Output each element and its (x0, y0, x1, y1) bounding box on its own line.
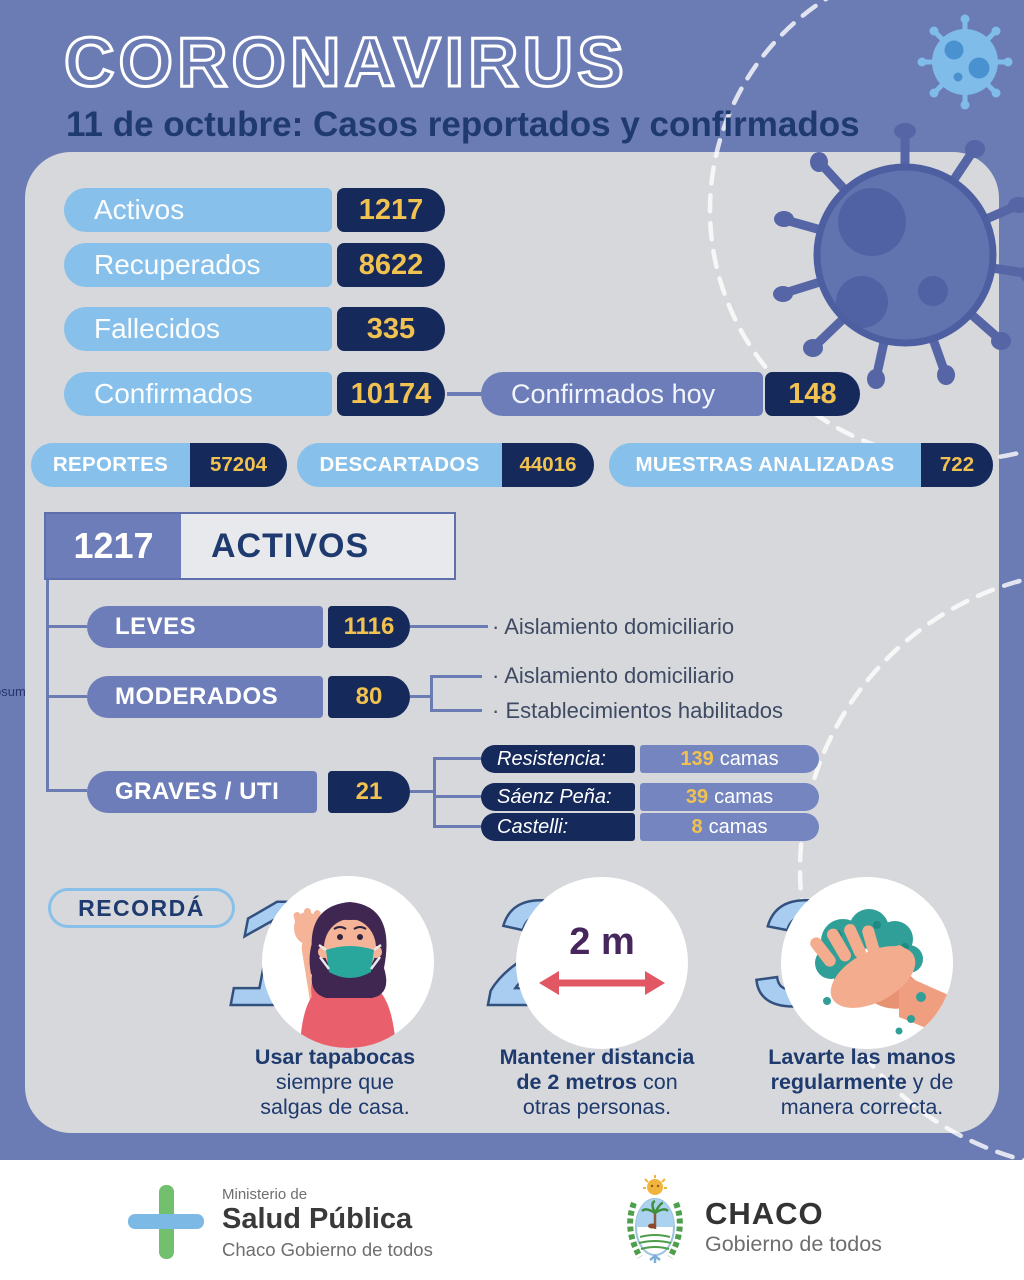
tip-2-line-2: con (637, 1070, 678, 1094)
graves-bracket (433, 758, 436, 828)
graves-bracket-1 (433, 757, 481, 760)
tip-2-line-3: otras personas. (522, 1095, 672, 1119)
distance-label: 2 m (569, 921, 635, 963)
footer: Ministerio de Salud Pública Chaco Gobier… (0, 1160, 1024, 1280)
severity-value-graves: 21 (328, 771, 410, 813)
government-name: CHACO (705, 1196, 824, 1231)
stat-value-recuperados: 8622 (337, 243, 445, 287)
connector-line (447, 392, 483, 396)
severity-label-moderados: MODERADOS (87, 676, 323, 718)
tip-3-line-2: y de (906, 1070, 954, 1094)
tip-3-line-1-bold: Lavarte las manos (768, 1045, 956, 1069)
tip-text-3: Lavarte las manos regularmente y de mane… (717, 1045, 1007, 1120)
page-title: CORONAVIRUS (63, 22, 628, 103)
camas-unit: camas (714, 785, 774, 808)
camas-row: 139 camas (640, 745, 819, 773)
moderados-bracket-top (430, 675, 482, 678)
total-reportes-label: REPORTES (52, 453, 169, 476)
health-cross-icon (128, 1185, 204, 1259)
activos-title: ACTIVOS (211, 526, 370, 565)
tip-text-2: Mantener distancia de 2 metros con otras… (452, 1045, 742, 1120)
distance-arrow-icon (539, 971, 665, 995)
camas-unit: camas (708, 815, 768, 838)
camas-place-castelli: Castelli: (481, 813, 635, 841)
total-reportes: REPORTES 57204 (31, 443, 287, 487)
page-subtitle: 11 de octubre: Casos reportados y confir… (66, 105, 860, 144)
tip-1-line-1-bold: Usar tapabocas (254, 1045, 416, 1069)
total-descartados-label: DESCARTADOS (319, 453, 480, 476)
activos-header-box: 1217 ACTIVOS (44, 512, 456, 580)
camas-place-saenz-pena: Sáenz Peña: (481, 783, 635, 811)
graves-connector (410, 790, 436, 793)
total-muestras: MUESTRAS ANALIZADAS 722 (609, 443, 993, 487)
leves-note: · Aislamiento domiciliario (492, 614, 735, 639)
camas-value-castelli: 8 (691, 815, 703, 838)
ministry-logo-text: Ministerio de Salud Pública Chaco Gobier… (222, 1186, 433, 1261)
woman-mask-icon (262, 876, 434, 1048)
washing-hands-icon (781, 877, 953, 1049)
stat-label-confirmados-hoy: Confirmados hoy (481, 372, 763, 416)
tree-branch-moderados (46, 695, 87, 698)
total-descartados: DESCARTADOS 44016 (297, 443, 594, 487)
tip-1-line-2: siempre que (275, 1070, 395, 1094)
stat-value-confirmados: 10174 (337, 372, 445, 416)
camas-row: 8 camas (640, 813, 819, 841)
severity-value-leves: 1116 (328, 606, 410, 648)
tip-2-line-1-bold: Mantener distancia (499, 1045, 695, 1069)
mask-illustration (262, 876, 434, 1048)
severity-label-leves: LEVES (87, 606, 323, 648)
distance-illustration: 2 m (516, 877, 688, 1049)
government-logo-text: CHACO Gobierno de todos (705, 1196, 882, 1257)
stat-value-activos: 1217 (337, 188, 445, 232)
camas-row: 39 camas (640, 783, 819, 811)
activos-total: 1217 (46, 514, 181, 578)
graves-bracket-3 (433, 825, 481, 828)
chaco-shield-icon (627, 1175, 683, 1263)
camas-value-saenz-pena: 39 (685, 785, 709, 808)
tree-trunk (46, 580, 49, 792)
severity-label-graves: GRAVES / UTI (87, 771, 317, 813)
ministry-line-3: Chaco Gobierno de todos (222, 1239, 433, 1260)
total-muestras-label: MUESTRAS ANALIZADAS (635, 453, 895, 476)
stat-label-confirmados: Confirmados (64, 372, 332, 416)
graves-bracket-2 (433, 795, 481, 798)
tip-text-1: Usar tapabocas siempre que salgas de cas… (190, 1045, 480, 1120)
stat-label-fallecidos: Fallecidos (64, 307, 332, 351)
stat-label-recuperados: Recuperados (64, 243, 332, 287)
moderados-note-1: · Aislamiento domiciliario (492, 663, 735, 688)
tree-branch-leves (46, 625, 87, 628)
total-muestras-value: 722 (921, 443, 993, 487)
stat-value-fallecidos: 335 (337, 307, 445, 351)
tree-branch-graves (46, 789, 87, 792)
side-watermark: osum (0, 684, 26, 699)
tip-2-line-2-bold: de 2 metros (516, 1070, 638, 1094)
ministry-line-2: Salud Pública (222, 1203, 413, 1235)
moderados-bracket (430, 675, 433, 712)
handwash-illustration (781, 877, 953, 1049)
moderados-connector (410, 695, 433, 698)
small-virus-icon (917, 14, 1013, 110)
camas-place-resistencia: Resistencia: (481, 745, 635, 773)
stat-value-confirmados-hoy: 148 (765, 372, 860, 416)
stat-label-activos: Activos (64, 188, 332, 232)
total-descartados-value: 44016 (502, 443, 594, 487)
tip-3-line-3: manera correcta. (780, 1095, 944, 1119)
recorda-badge: RECORDÁ (48, 888, 235, 928)
government-tagline: Gobierno de todos (705, 1232, 882, 1256)
ministry-line-1: Ministerio de (222, 1186, 308, 1203)
leves-connector (410, 625, 488, 628)
moderados-bracket-bottom (430, 709, 482, 712)
total-reportes-value: 57204 (190, 443, 287, 487)
tip-3-line-2-bold: regularmente (770, 1070, 907, 1094)
camas-unit: camas (719, 747, 779, 770)
tip-1-line-3: salgas de casa. (260, 1095, 410, 1119)
moderados-note-2: · Establecimientos habilitados (492, 698, 784, 723)
severity-value-moderados: 80 (328, 676, 410, 718)
camas-value-resistencia: 139 (680, 747, 714, 770)
